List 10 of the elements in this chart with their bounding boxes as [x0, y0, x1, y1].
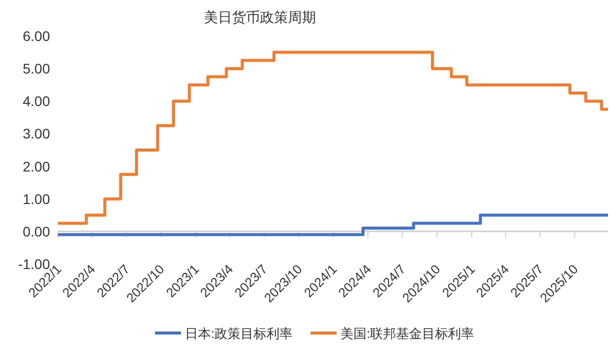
y-tick-label: 0.00 — [22, 223, 50, 240]
y-tick-label: 2.00 — [22, 158, 50, 174]
legend-label: 日本:政策目标利率 — [185, 326, 293, 341]
y-tick-label: 5.00 — [22, 60, 50, 77]
y-tick-label: 4.00 — [22, 93, 50, 110]
y-tick-label: 3.00 — [22, 126, 50, 142]
y-tick-label: 1.00 — [22, 190, 50, 207]
legend-label: 美国:联邦基金目标利率 — [340, 326, 474, 341]
y-tick-label: 6.00 — [22, 28, 50, 44]
chart-title: 美日货币政策周期 — [204, 9, 316, 25]
